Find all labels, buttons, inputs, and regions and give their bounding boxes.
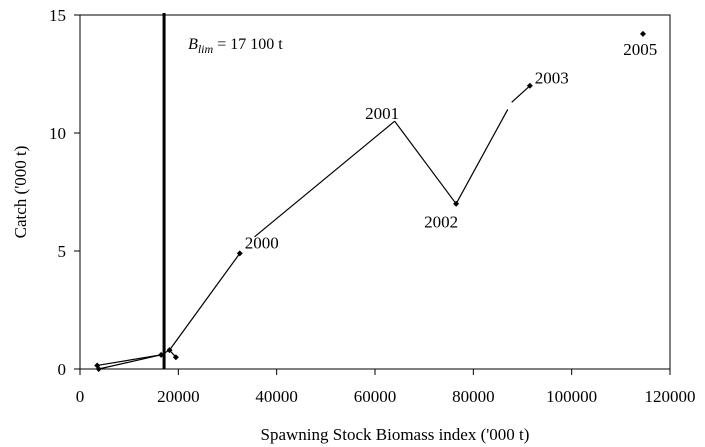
x-tick-label: 0	[76, 387, 85, 406]
series-segment	[254, 120, 396, 238]
point-label: 2001	[365, 104, 399, 123]
x-tick-label: 40000	[255, 387, 298, 406]
series-segment	[168, 253, 241, 351]
data-point	[158, 351, 165, 358]
point-label: 2002	[424, 212, 458, 231]
data-point	[236, 250, 243, 257]
data-point	[166, 347, 173, 354]
series-segment	[455, 109, 509, 205]
series-segment	[97, 354, 162, 367]
data-point	[639, 30, 646, 37]
x-axis-title: Spawning Stock Biomass index ('000 t)	[261, 425, 530, 444]
data-point	[95, 366, 102, 372]
y-tick-label: 5	[58, 242, 67, 261]
y-tick-label: 0	[58, 360, 67, 379]
point-label: 2000	[245, 234, 279, 253]
blim-label: Blim = 17 100 t	[188, 36, 283, 56]
data-point	[172, 354, 179, 361]
y-tick-label: 10	[49, 124, 66, 143]
series-segment	[511, 85, 531, 103]
y-tick-label: 15	[49, 6, 66, 25]
data-point	[526, 82, 533, 89]
point-label: 2003	[535, 68, 569, 87]
plot-area: 0 20000 40000 60000 80000 100000 120000 0 5 10 15 B…	[49, 6, 696, 406]
x-tick-label: 60000	[354, 387, 397, 406]
x-tick-label: 20000	[157, 387, 200, 406]
x-tick-label: 120000	[645, 387, 696, 406]
series-segment	[394, 120, 457, 205]
series-segment	[98, 354, 162, 370]
point-label: 2005	[623, 40, 657, 59]
x-tick-label: 80000	[452, 387, 495, 406]
y-axis-title: Catch ('000 t)	[11, 146, 30, 239]
plot-frame	[79, 14, 671, 370]
x-tick-label: 100000	[546, 387, 597, 406]
data-point	[453, 200, 460, 207]
